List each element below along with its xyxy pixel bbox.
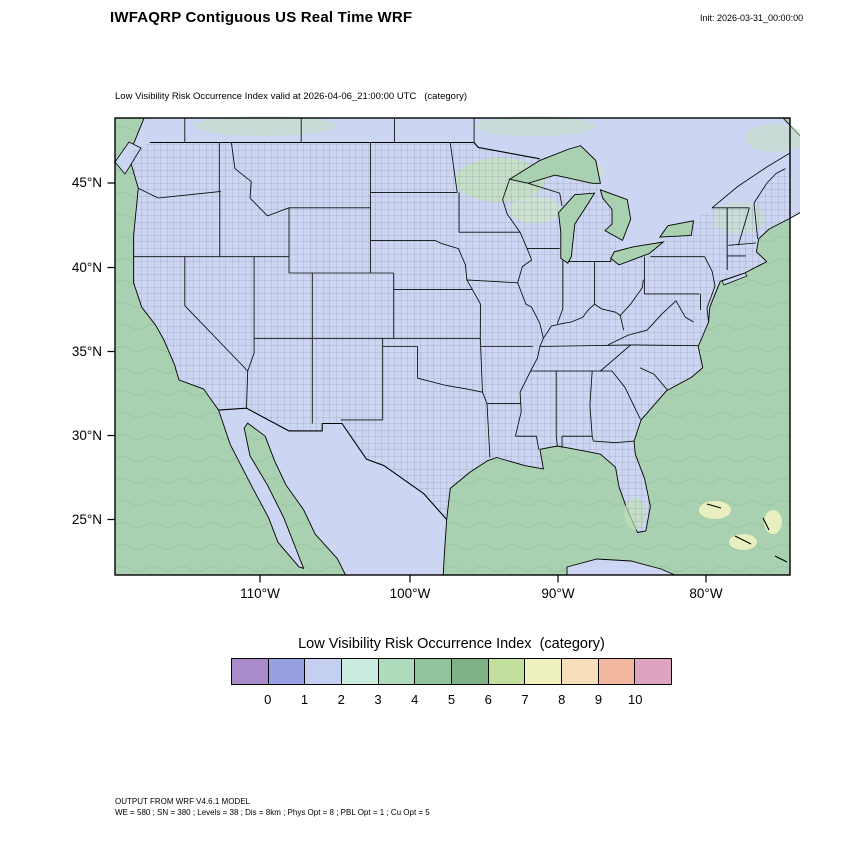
y-axis-label: 25°N [71,512,102,527]
legend-title: Low Visibility Risk Occurrence Index (ca… [298,636,605,652]
legend-tick-label: 6 [484,692,492,707]
legend-swatch [488,659,526,684]
model-info-line1: OUTPUT FROM WRF V4.6.1 MODEL [115,797,250,806]
lake-huron [599,189,632,242]
legend-tick-label: 8 [558,692,566,707]
y-axis-label: 35°N [71,344,102,359]
legend-tick-label: 1 [300,692,309,707]
legend-swatch [452,659,489,684]
model-info: OUTPUT FROM WRF V4.6.1 MODEL WE = 580 ; … [115,796,430,818]
legend-swatch [378,659,416,684]
bahamas [699,501,788,563]
legend-tick-label: 2 [337,692,345,707]
colorbar-legend: Low Visibility Risk Occurrence Index (ca… [231,636,672,707]
legend-tick-label: 0 [264,692,272,707]
legend-tick-label: 7 [521,692,529,707]
legend-tick-label: 3 [374,692,382,707]
legend-swatch [635,659,672,684]
x-axis-label: 100°W [389,586,431,601]
legend-tick-label: 5 [447,692,456,707]
lake-superior [508,145,601,184]
y-axis-label: 45°N [71,175,102,190]
us-map [107,116,800,583]
x-axis-label: 80°W [689,586,723,601]
legend-swatch [415,659,453,684]
legend-swatch [598,659,636,684]
legend-swatch [305,659,343,684]
model-info-line2: WE = 580 ; SN = 380 ; Levels = 38 ; Dis … [115,808,430,817]
lake-ontario [658,220,695,238]
lake-michigan [558,192,596,264]
state-borders [133,118,791,458]
usa-border [149,141,540,520]
page-title: IWFAQRP Contiguous US Real Time WRF [110,9,413,26]
legend-bar [231,658,672,685]
y-axis-label: 30°N [71,428,102,443]
legend-swatch [562,659,599,684]
init-timestamp: Init: 2026-03-31_00:00:00 [700,13,804,23]
x-axis-label: 110°W [240,586,280,601]
canada-province-borders [184,118,475,143]
x-axis-label: 90°W [541,586,575,601]
legend-tick-label: 4 [411,692,419,707]
legend-tick-label: 10 [628,692,643,707]
great-lakes [508,145,695,266]
legend-swatch [525,659,563,684]
map-frame [114,117,791,576]
legend-swatch [342,659,379,684]
long-island [721,272,748,286]
legend-tick-label: 9 [594,692,603,707]
plot-subtitle: Low Visibility Risk Occurrence Index val… [115,91,468,102]
axis-ticks [107,182,707,583]
legend-swatch [232,659,269,684]
legend-labels: 0 1 2 3 4 5 6 7 8 9 10 [231,685,672,707]
y-axis-label: 40°N [71,260,102,275]
legend-swatch [268,659,306,684]
